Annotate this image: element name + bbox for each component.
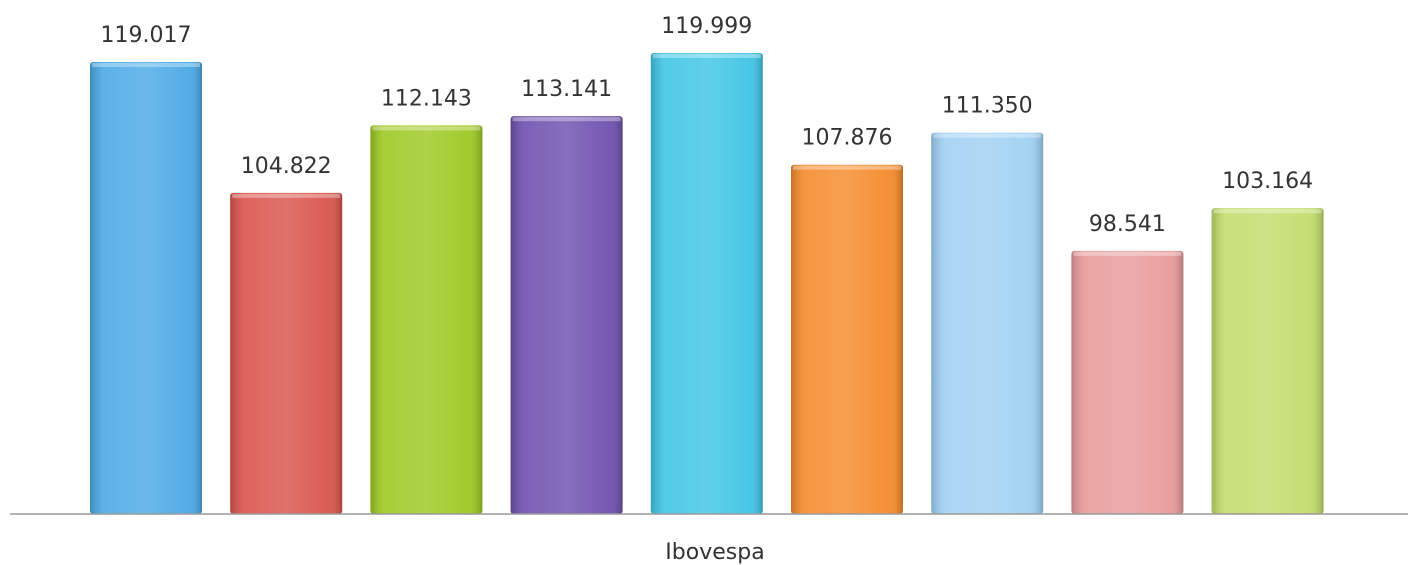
bar-cap-7 [933,133,1042,138]
bar-shading-6 [791,164,903,514]
x-tick-label: Ibovespa [665,540,764,565]
data-label-4: 113.141 [521,77,612,102]
data-label-9: 103.164 [1222,169,1313,194]
data-label-7: 111.350 [942,94,1033,119]
data-label-3: 112.143 [381,86,472,111]
bar-cap-8 [1073,251,1182,256]
bar-shading-2 [230,192,343,514]
data-label-8: 98.541 [1089,212,1166,237]
data-label-5: 119.999 [661,14,752,39]
bar-cap-2 [232,193,341,198]
bar-shading-9 [1211,208,1324,514]
bar-cap-4 [512,117,621,122]
bar-shading-1 [90,62,202,514]
bar-shading-8 [1071,250,1184,515]
data-label-6: 107.876 [802,126,893,151]
bar-cap-9 [1213,209,1322,214]
data-label-2: 104.822 [241,154,332,179]
bar-cap-3 [372,126,481,131]
bar-cap-1 [92,63,200,67]
bar-shading-7 [931,132,1044,514]
bars-group [90,52,1324,515]
bar-shading-3 [370,125,483,515]
bar-shading-4 [510,116,623,515]
bar-cap-6 [793,165,901,170]
bar-cap-5 [652,53,761,58]
data-label-1: 119.017 [101,23,192,48]
data-labels-group: 119.017 104.822 112.143 113.141 119.999 107.8… [101,14,1314,237]
bar-shading-5 [650,52,763,514]
